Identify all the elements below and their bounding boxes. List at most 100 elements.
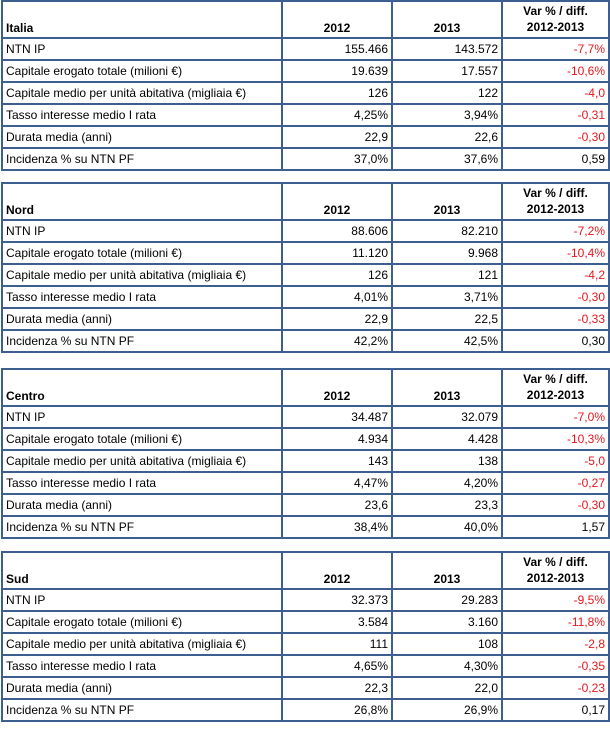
value-2013: 37,6% xyxy=(391,147,503,171)
table-row: Tasso interesse medio I rata 4,25% 3,94%… xyxy=(1,103,610,127)
year-2012-header: 2012 xyxy=(281,0,393,39)
year-2013-header: 2013 xyxy=(391,368,503,407)
value-variation: -0,30 xyxy=(501,493,610,517)
value-variation: -10,4% xyxy=(501,241,610,265)
table-row: Durata media (anni) 22,9 22,5 -0,33 xyxy=(1,307,610,331)
row-label: Durata media (anni) xyxy=(1,676,283,700)
row-label: NTN IP xyxy=(1,588,283,612)
value-2013: 22,0 xyxy=(391,676,503,700)
year-2013-header: 2013 xyxy=(391,182,503,221)
row-label: Incidenza % su NTN PF xyxy=(1,515,283,539)
row-label: Durata media (anni) xyxy=(1,125,283,149)
header-row: Italia 2012 2013 Var % / diff. 2012-2013 xyxy=(1,0,610,39)
value-2013: 82.210 xyxy=(391,219,503,243)
value-2012: 3.584 xyxy=(281,610,393,634)
table-row: Durata media (anni) 22,3 22,0 -0,23 xyxy=(1,676,610,700)
value-2013: 4,20% xyxy=(391,471,503,495)
value-variation: -7,0% xyxy=(501,405,610,429)
value-variation: -2,8 xyxy=(501,632,610,656)
table-nord: Nord 2012 2013 Var % / diff. 2012-2013 NT… xyxy=(1,182,610,353)
row-label: Capitale medio per unità abitativa (migl… xyxy=(1,263,283,287)
table-row: Incidenza % su NTN PF 38,4% 40,0% 1,57 xyxy=(1,515,610,539)
region-title: Sud xyxy=(1,551,283,590)
table-row: Capitale erogato totale (milioni €) 4.93… xyxy=(1,427,610,451)
value-2012: 11.120 xyxy=(281,241,393,265)
table-sud: Sud 2012 2013 Var % / diff. 2012-2013 NTN… xyxy=(1,551,610,722)
value-variation: -4,2 xyxy=(501,263,610,287)
value-2013: 4.428 xyxy=(391,427,503,451)
table-row: NTN IP 155.466 143.572 -7,7% xyxy=(1,37,610,61)
table-row: Tasso interesse medio I rata 4,65% 4,30%… xyxy=(1,654,610,678)
table-row: Capitale medio per unità abitativa (migl… xyxy=(1,263,610,287)
year-2013-header: 2013 xyxy=(391,551,503,590)
row-label: Capitale erogato totale (milioni €) xyxy=(1,59,283,83)
row-label: Capitale erogato totale (milioni €) xyxy=(1,427,283,451)
value-2013: 9.968 xyxy=(391,241,503,265)
value-variation: -0,33 xyxy=(501,307,610,331)
row-label: Tasso interesse medio I rata xyxy=(1,285,283,309)
value-variation: -11,8% xyxy=(501,610,610,634)
value-2013: 108 xyxy=(391,632,503,656)
value-2013: 17.557 xyxy=(391,59,503,83)
row-label: Capitale medio per unità abitativa (migl… xyxy=(1,632,283,656)
row-label: Capitale medio per unità abitativa (migl… xyxy=(1,449,283,473)
variation-header: Var % / diff. 2012-2013 xyxy=(501,551,610,590)
variation-header-line2: 2012-2013 xyxy=(526,388,585,402)
value-variation: -7,7% xyxy=(501,37,610,61)
value-2012: 143 xyxy=(281,449,393,473)
value-2012: 4,25% xyxy=(281,103,393,127)
value-2012: 4,01% xyxy=(281,285,393,309)
value-2013: 3,71% xyxy=(391,285,503,309)
table-row: Tasso interesse medio I rata 4,47% 4,20%… xyxy=(1,471,610,495)
table-row: Durata media (anni) 23,6 23,3 -0,30 xyxy=(1,493,610,517)
value-2013: 3.160 xyxy=(391,610,503,634)
value-2012: 111 xyxy=(281,632,393,656)
value-variation: -0,30 xyxy=(501,285,610,309)
row-label: NTN IP xyxy=(1,37,283,61)
value-variation: -0,30 xyxy=(501,125,610,149)
value-2013: 143.572 xyxy=(391,37,503,61)
value-variation: -5,0 xyxy=(501,449,610,473)
value-2012: 4,65% xyxy=(281,654,393,678)
row-label: Incidenza % su NTN PF xyxy=(1,698,283,722)
table-row: Durata media (anni) 22,9 22,6 -0,30 xyxy=(1,125,610,149)
table-row: Incidenza % su NTN PF 42,2% 42,5% 0,30 xyxy=(1,329,610,353)
table-row: Capitale erogato totale (milioni €) 3.58… xyxy=(1,610,610,634)
value-2013: 22,5 xyxy=(391,307,503,331)
value-2013: 3,94% xyxy=(391,103,503,127)
header-row: Nord 2012 2013 Var % / diff. 2012-2013 xyxy=(1,182,610,221)
row-label: Capitale erogato totale (milioni €) xyxy=(1,241,283,265)
region-title: Italia xyxy=(1,0,283,39)
row-label: Durata media (anni) xyxy=(1,493,283,517)
table-centro: Centro 2012 2013 Var % / diff. 2012-2013 … xyxy=(1,368,610,539)
row-label: NTN IP xyxy=(1,219,283,243)
row-label: NTN IP xyxy=(1,405,283,429)
value-variation: 0,59 xyxy=(501,147,610,171)
header-row: Sud 2012 2013 Var % / diff. 2012-2013 xyxy=(1,551,610,590)
value-2012: 155.466 xyxy=(281,37,393,61)
year-2012-header: 2012 xyxy=(281,182,393,221)
row-label: Capitale medio per unità abitativa (migl… xyxy=(1,81,283,105)
row-label: Incidenza % su NTN PF xyxy=(1,147,283,171)
variation-header-line1: Var % / diff. xyxy=(523,186,588,200)
table-row: NTN IP 32.373 29.283 -9,5% xyxy=(1,588,610,612)
value-2012: 22,3 xyxy=(281,676,393,700)
variation-header: Var % / diff. 2012-2013 xyxy=(501,182,610,221)
table-row: Incidenza % su NTN PF 26,8% 26,9% 0,17 xyxy=(1,698,610,722)
value-2012: 88.606 xyxy=(281,219,393,243)
table-row: NTN IP 88.606 82.210 -7,2% xyxy=(1,219,610,243)
value-variation: -0,31 xyxy=(501,103,610,127)
value-2012: 126 xyxy=(281,263,393,287)
table-row: Capitale medio per unità abitativa (migl… xyxy=(1,449,610,473)
value-variation: -7,2% xyxy=(501,219,610,243)
value-2013: 121 xyxy=(391,263,503,287)
value-2012: 38,4% xyxy=(281,515,393,539)
year-2012-header: 2012 xyxy=(281,551,393,590)
value-variation: 1,57 xyxy=(501,515,610,539)
value-2013: 23,3 xyxy=(391,493,503,517)
variation-header-line1: Var % / diff. xyxy=(523,555,588,569)
value-2012: 22,9 xyxy=(281,125,393,149)
year-2012-header: 2012 xyxy=(281,368,393,407)
value-variation: -0,35 xyxy=(501,654,610,678)
value-2013: 138 xyxy=(391,449,503,473)
